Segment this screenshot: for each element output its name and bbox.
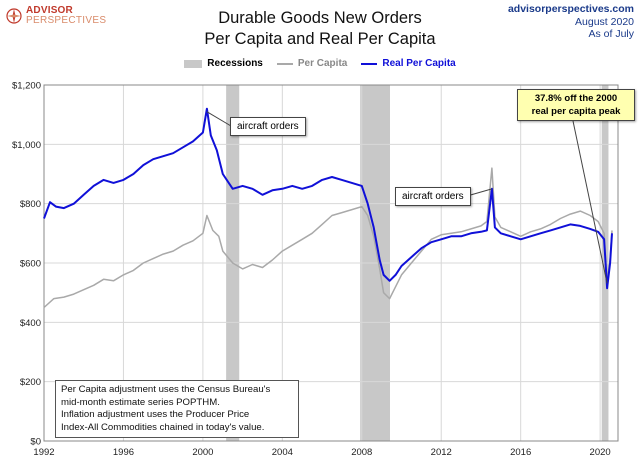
x-tick-label: 2004 bbox=[272, 447, 293, 458]
legend-swatch-per-capita bbox=[276, 62, 293, 65]
methodology-note: Per Capita adjustment uses the Census Bu… bbox=[55, 380, 299, 438]
y-tick-label: $800 bbox=[20, 199, 41, 210]
x-tick-label: 1992 bbox=[33, 447, 54, 458]
y-tick-label: $1,200 bbox=[12, 81, 41, 92]
x-tick-label: 2000 bbox=[192, 447, 213, 458]
source-date: August 2020 bbox=[575, 15, 634, 28]
real-per-capita-line bbox=[43, 107, 613, 290]
legend-label-real-per-capita: Real Per Capita bbox=[382, 58, 456, 69]
y-tick-label: $200 bbox=[20, 377, 41, 388]
note-line: Index-All Commodities chained in today's… bbox=[61, 421, 265, 433]
y-tick-label: $600 bbox=[20, 259, 41, 270]
title-line1: Durable Goods New Orders bbox=[218, 9, 422, 27]
legend-item-recessions: Recessions bbox=[184, 58, 263, 69]
note-line: Inflation adjustment uses the Producer P… bbox=[61, 409, 250, 420]
annotation-aircraft-orders-2000: aircraft orders bbox=[230, 117, 306, 136]
annotation-aircraft-orders-2014: aircraft orders bbox=[395, 187, 471, 206]
advisor-perspectives-logo: ADVISOR PERSPECTIVES bbox=[6, 6, 106, 26]
legend-swatch-recessions bbox=[184, 59, 203, 68]
annotation-pointer bbox=[206, 111, 232, 127]
legend-swatch-real-per-capita bbox=[361, 62, 378, 65]
plot-border bbox=[43, 84, 619, 442]
x-tick-label: 2020 bbox=[590, 447, 611, 458]
legend-label-recessions: Recessions bbox=[207, 58, 263, 69]
note-line: Per Capita adjustment uses the Census Bu… bbox=[61, 384, 271, 395]
y-tick-label: $1,000 bbox=[12, 140, 41, 151]
annotation-pointer bbox=[572, 120, 608, 284]
title-line2: Per Capita and Real Per Capita bbox=[204, 30, 436, 48]
peak-line1: 37.8% off the 2000 bbox=[534, 93, 618, 104]
legend-item-per-capita: Per Capita bbox=[276, 58, 348, 69]
per-capita-line bbox=[43, 167, 613, 309]
x-tick-label: 1996 bbox=[113, 447, 134, 458]
peak-line2: real per capita peak bbox=[531, 106, 621, 117]
y-tick-label: $400 bbox=[20, 318, 41, 329]
compass-icon bbox=[6, 8, 22, 24]
x-tick-label: 2016 bbox=[510, 447, 531, 458]
logo-line2: PERSPECTIVES bbox=[26, 15, 107, 26]
chart-title: Durable Goods New Orders Per Capita and … bbox=[0, 8, 640, 50]
source-asof: As of July bbox=[588, 28, 634, 40]
x-tick-label: 2008 bbox=[351, 447, 372, 458]
legend-item-real-per-capita: Real Per Capita bbox=[361, 58, 456, 69]
x-tick-label: 2012 bbox=[431, 447, 452, 458]
annotation-pointer bbox=[466, 188, 493, 197]
source-site: advisorperspectives.com bbox=[507, 3, 634, 15]
logo-line1: ADVISOR bbox=[26, 5, 73, 16]
chart-legend: Recessions Per Capita Real Per Capita bbox=[0, 58, 640, 69]
source-block: advisorperspectives.com August 2020 As o… bbox=[508, 3, 634, 41]
legend-label-per-capita: Per Capita bbox=[297, 58, 348, 69]
annotation-peak-decline: 37.8% off the 2000 real per capita peak bbox=[517, 89, 635, 121]
y-tick-label: $0 bbox=[30, 437, 41, 448]
note-line: mid-month estimate series POPTHM. bbox=[61, 396, 220, 408]
